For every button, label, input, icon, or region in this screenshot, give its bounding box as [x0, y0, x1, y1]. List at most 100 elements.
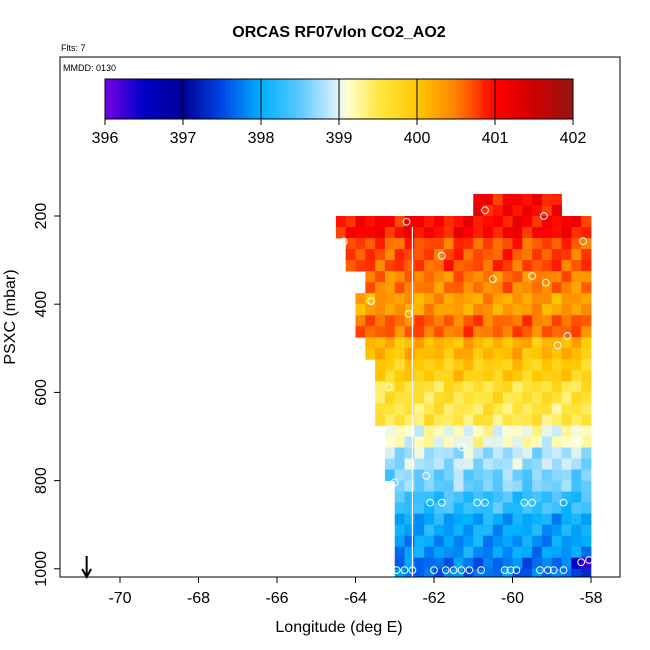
heatmap-cell	[375, 381, 386, 393]
heatmap-cell	[473, 227, 484, 239]
heatmap-cell	[581, 370, 592, 382]
heatmap-cell	[581, 315, 592, 327]
heatmap-cell	[541, 491, 553, 504]
heatmap-cell	[375, 271, 386, 283]
heatmap-cell	[581, 304, 592, 316]
heatmap-cell	[473, 580, 483, 591]
heatmap-cell	[443, 524, 455, 537]
heatmap-cell	[551, 502, 562, 515]
heatmap-cell	[561, 458, 572, 470]
heatmap-cell	[502, 469, 513, 481]
heatmap-cell	[571, 392, 582, 404]
heatmap-cell	[345, 216, 356, 228]
colorbar-segment	[315, 79, 320, 119]
heatmap-cell	[571, 425, 582, 437]
heatmap-cell	[424, 447, 435, 459]
heatmap-cell	[541, 216, 553, 228]
colorbar-segment	[440, 79, 445, 119]
heatmap-cell	[473, 359, 484, 371]
heatmap-cell	[502, 326, 513, 338]
heatmap-cell	[463, 271, 474, 283]
heatmap-cell	[394, 370, 405, 382]
heatmap-cell	[522, 315, 533, 327]
y-axis-label: PSXC (mbar)	[2, 269, 19, 364]
heatmap-cell	[492, 392, 504, 404]
heatmap-cell	[404, 260, 415, 272]
heatmap-cell	[404, 359, 415, 371]
heatmap-cell	[443, 282, 455, 294]
heatmap-cell	[473, 458, 484, 470]
heatmap-cell	[434, 557, 445, 570]
heatmap-cell	[483, 293, 494, 305]
sample-point	[559, 566, 568, 575]
heatmap-cell	[424, 480, 435, 493]
heatmap-cell	[463, 304, 474, 316]
heatmap-cell	[463, 326, 474, 338]
y-tick-label: 800	[33, 467, 50, 494]
heatmap-cell	[384, 469, 396, 481]
heatmap-cell	[571, 447, 582, 459]
heatmap-cell	[434, 447, 445, 459]
colorbar-segment	[405, 79, 410, 119]
heatmap-cell	[512, 425, 523, 437]
colorbar-segment	[362, 79, 367, 119]
heatmap-cell	[443, 458, 455, 470]
sample-point	[384, 383, 393, 392]
sample-point	[500, 566, 509, 575]
heatmap-cell	[414, 359, 425, 371]
colorbar-segment	[272, 79, 278, 119]
heatmap-cell	[541, 381, 553, 393]
heatmap-cell	[375, 392, 386, 404]
heatmap-cell	[532, 348, 543, 360]
heatmap-cell	[532, 304, 543, 316]
heatmap-cell	[541, 271, 553, 283]
heatmap-cell	[541, 227, 553, 239]
heatmap-cell	[443, 425, 455, 437]
sample-point	[481, 206, 489, 215]
heatmap-cell	[581, 414, 592, 426]
sample-point	[390, 478, 399, 487]
heatmap-cell	[552, 580, 562, 591]
sample-point	[585, 556, 593, 564]
heatmap-cell	[335, 216, 347, 228]
heatmap-cell	[512, 392, 523, 404]
heatmap-cell	[414, 216, 425, 228]
heatmap-cell	[424, 238, 435, 250]
heatmap-cell	[384, 315, 396, 327]
heatmap-cell	[453, 370, 464, 382]
heatmap-cell	[522, 414, 533, 426]
heatmap-cell	[561, 326, 572, 338]
heatmap-cell	[384, 381, 396, 393]
heatmap-cell	[463, 524, 474, 537]
heatmap-cell	[492, 337, 504, 349]
heatmap-cell	[424, 370, 435, 382]
heatmap-cell	[551, 392, 562, 404]
heatmap-cell	[473, 502, 484, 515]
heatmap-cell	[502, 480, 513, 493]
heatmap-cell	[404, 348, 415, 360]
heatmap-cell	[483, 381, 494, 393]
heatmap-cell	[532, 580, 542, 591]
heatmap-cell	[414, 348, 425, 360]
heatmap-cell	[541, 204, 553, 217]
heatmap-cell	[434, 425, 445, 437]
heatmap-cell	[541, 304, 553, 316]
heatmap-cell	[522, 469, 533, 481]
heatmap-cell	[424, 557, 435, 570]
heatmap-cell	[522, 447, 533, 459]
heatmap-cell	[453, 227, 464, 239]
heatmap-cell	[355, 216, 366, 228]
heatmap-cell	[522, 502, 533, 515]
heatmap-cell	[562, 580, 572, 591]
heatmap-cell	[404, 403, 415, 415]
colorbar-segment	[183, 79, 188, 119]
heatmap-cell	[571, 458, 582, 470]
heatmap-cell	[453, 392, 464, 404]
heatmap-cell	[492, 480, 504, 493]
colorbar-segment	[229, 79, 235, 119]
heatmap-cell	[424, 535, 435, 548]
heatmap-cell	[443, 348, 455, 360]
heatmap-cell	[414, 436, 425, 448]
heatmap-cell	[434, 227, 445, 239]
heatmap-cell	[473, 249, 484, 261]
